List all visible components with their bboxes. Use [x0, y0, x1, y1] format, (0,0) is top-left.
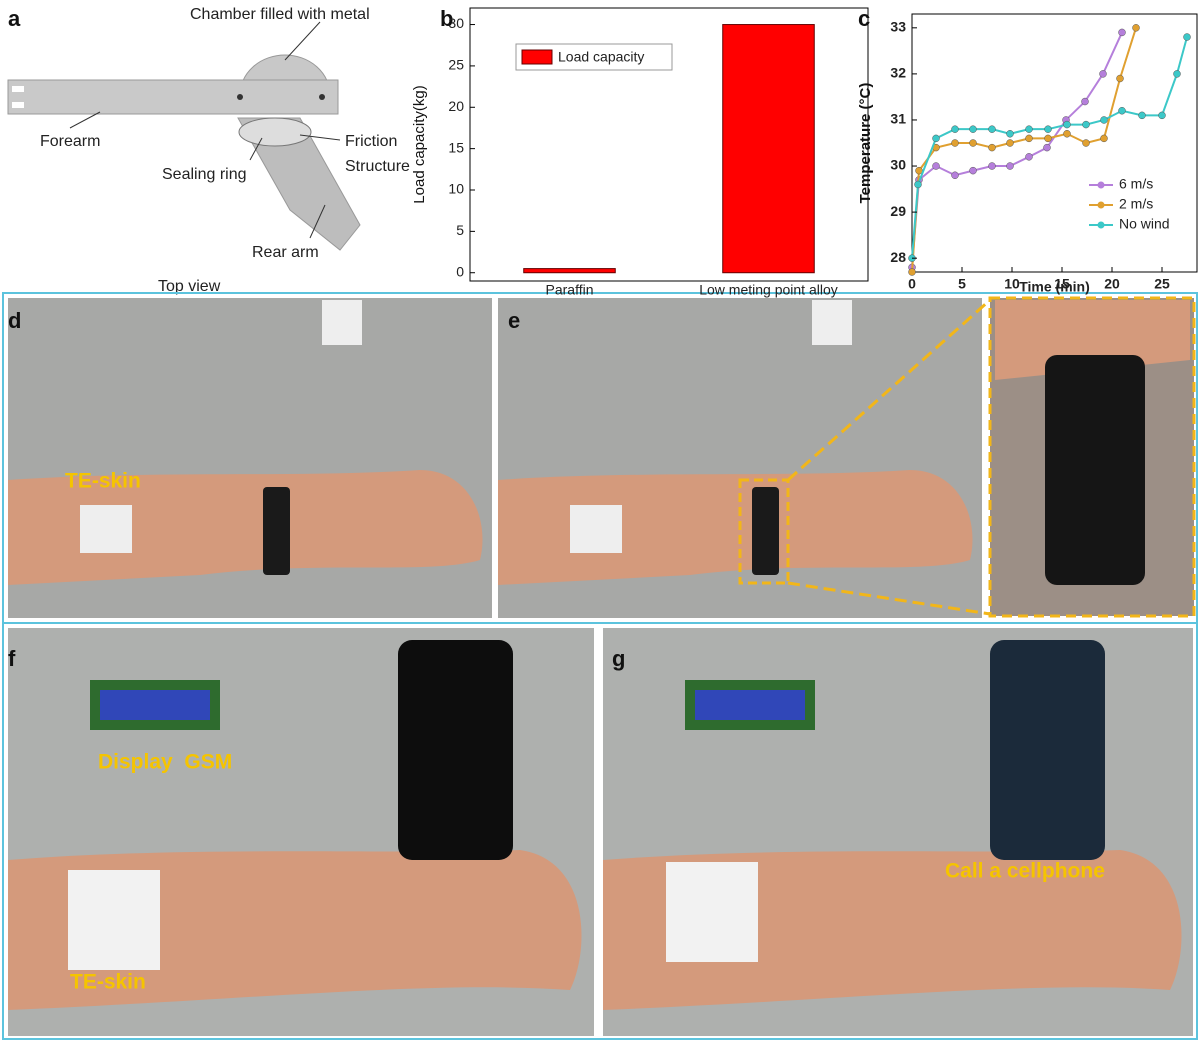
point — [1063, 120, 1071, 129]
point — [908, 268, 916, 276]
point — [1118, 28, 1126, 37]
point — [1082, 120, 1090, 129]
y-tick-label: 28 — [890, 249, 906, 265]
x-tick-label: 5 — [958, 276, 966, 292]
point — [1118, 107, 1126, 115]
panel-letter: g — [612, 646, 625, 671]
point — [1082, 139, 1090, 147]
y-tick-label: 25 — [448, 57, 464, 73]
point — [988, 125, 996, 133]
y-tick-label: 5 — [456, 222, 464, 238]
legend-marker — [1097, 221, 1105, 229]
y-tick-label: 30 — [448, 15, 464, 31]
label: TE-skin — [65, 470, 141, 493]
devices — [68, 298, 1145, 970]
label: Rear arm — [252, 244, 319, 261]
point — [1025, 153, 1033, 161]
point — [951, 125, 959, 133]
point — [1099, 70, 1107, 78]
point — [1081, 97, 1089, 106]
legend-label: 2 m/s — [1119, 196, 1153, 212]
point — [1006, 162, 1014, 170]
bar — [523, 268, 616, 274]
y-tick-label: 10 — [448, 181, 464, 197]
legend-label: No wind — [1119, 216, 1170, 232]
bar — [722, 24, 815, 274]
label: TE-skin — [70, 971, 146, 994]
legend-swatch — [521, 49, 553, 65]
point — [932, 134, 940, 143]
legend-label: Load capacity — [558, 49, 644, 65]
point — [1116, 74, 1124, 83]
x-tick-label: 25 — [1154, 276, 1170, 292]
series-line — [911, 32, 1123, 268]
panel-letter: c — [858, 6, 870, 31]
point — [1063, 130, 1071, 138]
x-axis-label: Time (min) — [1019, 279, 1090, 295]
label: Forearm — [40, 133, 100, 150]
y-axis-label: Load capacity(kg) — [411, 85, 428, 203]
point — [1006, 139, 1014, 147]
point — [1173, 70, 1181, 78]
point — [969, 139, 977, 147]
y-tick-label: 33 — [890, 19, 906, 35]
point — [1100, 116, 1108, 124]
label: Structure — [345, 158, 410, 175]
point — [914, 180, 922, 189]
series-line — [911, 27, 1137, 273]
plot-frame — [469, 7, 869, 282]
x-tick-label: Paraffin — [546, 282, 594, 298]
x-tick-label: 15 — [1054, 276, 1070, 292]
label: Call a cellphone — [945, 860, 1105, 883]
point — [1132, 24, 1140, 32]
label: Sealing ring — [162, 166, 247, 183]
y-tick-label: 15 — [448, 139, 464, 155]
legend-box — [515, 43, 673, 71]
label: Top view — [158, 278, 221, 295]
y-tick-label: 0 — [456, 263, 464, 279]
point — [988, 162, 996, 170]
panel-letter: b — [440, 6, 453, 31]
plot-frame — [911, 13, 1198, 273]
point — [988, 143, 996, 152]
x-tick-label: 0 — [908, 276, 916, 292]
point — [1183, 33, 1191, 41]
label: Friction — [345, 133, 397, 150]
x-tick-label: Low meting point alloy — [699, 282, 838, 298]
panel-letter: d — [8, 308, 21, 333]
point — [1025, 134, 1033, 143]
point — [1100, 134, 1108, 143]
point — [951, 171, 959, 179]
y-tick-label: 31 — [890, 111, 906, 127]
border — [2, 622, 1198, 1040]
point — [951, 139, 959, 147]
panel-letter: f — [8, 646, 16, 671]
y-tick-label: 32 — [890, 65, 906, 81]
device-drawing — [7, 21, 361, 251]
point — [1044, 134, 1052, 143]
y-tick-label: 30 — [890, 157, 906, 173]
x-tick-label: 10 — [1004, 276, 1020, 292]
y-tick-label: 20 — [448, 98, 464, 114]
panel-letter: a — [8, 6, 21, 31]
point — [1158, 111, 1166, 120]
point — [969, 166, 977, 175]
y-axis-label: Temperature (°C) — [857, 83, 874, 204]
legend-marker — [1097, 201, 1105, 209]
label: Chamber filled with metal — [190, 6, 370, 23]
y-tick-label: 29 — [890, 203, 906, 219]
legend-label: 6 m/s — [1119, 176, 1153, 192]
point — [1006, 130, 1014, 138]
point — [1138, 111, 1146, 120]
point — [1044, 125, 1052, 133]
point — [969, 125, 977, 133]
point — [932, 162, 940, 170]
x-tick-label: 20 — [1104, 276, 1120, 292]
point — [1025, 125, 1033, 133]
legend-marker — [1097, 181, 1105, 189]
point — [1043, 143, 1051, 152]
panel-letter: e — [508, 308, 520, 333]
label: Display GSM — [98, 751, 232, 774]
